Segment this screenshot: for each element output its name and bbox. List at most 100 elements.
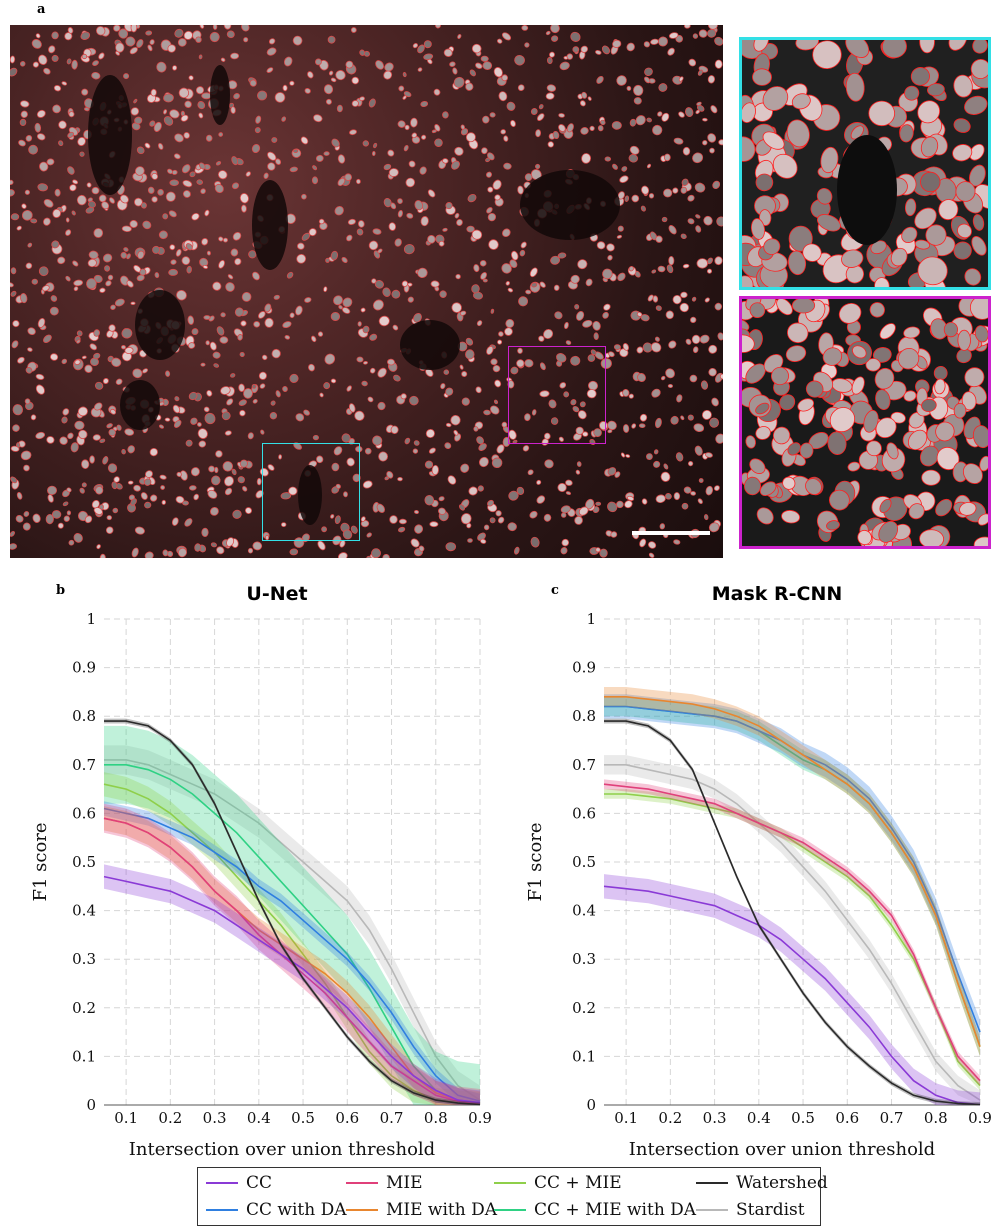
cell-nucleus [667, 47, 675, 56]
cell-nucleus [935, 421, 955, 442]
cell-nucleus [779, 394, 796, 411]
cell-nucleus [251, 384, 257, 389]
cell-nucleus [197, 101, 206, 110]
cell-nucleus [524, 173, 533, 181]
cell-nucleus [653, 460, 661, 468]
cell-nucleus [149, 39, 155, 45]
cell-nucleus [710, 105, 718, 114]
cell-nucleus [355, 178, 361, 185]
cell-nucleus [685, 107, 694, 118]
cell-nucleus [602, 311, 609, 319]
cell-nucleus [401, 280, 409, 287]
cell-nucleus [307, 71, 314, 79]
cell-nucleus [350, 27, 357, 33]
x-tick-label: 0.7 [380, 1109, 404, 1127]
cell-nucleus [497, 38, 503, 44]
cell-nucleus [177, 38, 187, 47]
cell-nucleus [531, 282, 538, 288]
cell-nucleus [58, 140, 64, 147]
cell-nucleus [247, 547, 254, 554]
cell-nucleus [420, 216, 429, 227]
cell-nucleus [563, 321, 569, 330]
cell-nucleus [151, 172, 159, 180]
cell-nucleus [890, 411, 906, 424]
cell-nucleus [457, 34, 462, 39]
cell-nucleus [920, 136, 939, 158]
cell-nucleus [694, 182, 706, 193]
cell-nucleus [405, 177, 416, 188]
cell-nucleus [705, 485, 714, 496]
cell-nucleus [908, 503, 925, 520]
cell-nucleus [130, 498, 137, 506]
cell-nucleus [614, 471, 621, 478]
cell-nucleus [357, 321, 362, 327]
cell-nucleus [507, 287, 514, 293]
cell-nucleus [342, 297, 353, 308]
cell-nucleus [953, 241, 972, 260]
cell-nucleus [438, 240, 445, 247]
cell-nucleus [755, 402, 770, 415]
cell-nucleus [40, 289, 45, 295]
lumen [135, 290, 185, 360]
cell-nucleus [206, 250, 211, 256]
cell-nucleus [616, 75, 627, 86]
inset-box-magenta [508, 346, 606, 444]
legend-item: CC + MIE [494, 1172, 622, 1194]
cell-nucleus [171, 517, 179, 526]
x-tick-label: 0.1 [614, 1109, 638, 1127]
cell-nucleus [346, 234, 353, 242]
cell-nucleus [136, 146, 145, 155]
cell-nucleus [293, 148, 299, 154]
cell-nucleus [231, 156, 239, 166]
cell-nucleus [611, 121, 622, 130]
cell-nucleus [377, 367, 387, 378]
cell-nucleus [566, 123, 574, 133]
x-tick-label: 0.2 [658, 1109, 682, 1127]
cell-nucleus [874, 277, 890, 287]
cell-nucleus [558, 436, 564, 442]
cell-nucleus [369, 367, 376, 374]
cell-nucleus [275, 390, 281, 398]
cell-nucleus [107, 274, 114, 281]
cell-nucleus [165, 370, 171, 377]
cell-nucleus [590, 349, 597, 356]
cell-nucleus [355, 445, 363, 453]
cell-nucleus [211, 475, 221, 486]
cell-nucleus [714, 302, 723, 311]
cell-nucleus [921, 398, 937, 413]
cell-nucleus [451, 302, 462, 313]
cell-nucleus [164, 417, 171, 422]
cell-nucleus [673, 492, 681, 501]
cell-nucleus [18, 139, 26, 147]
cell-nucleus [845, 40, 870, 58]
cell-nucleus [323, 382, 331, 390]
cell-nucleus [572, 46, 580, 53]
cell-nucleus [372, 299, 384, 311]
cell-nucleus [199, 25, 205, 29]
cell-nucleus [312, 165, 318, 171]
cell-nucleus [91, 186, 100, 195]
cell-nucleus [66, 510, 72, 516]
cell-nucleus [676, 394, 683, 403]
cell-nucleus [865, 358, 881, 372]
series-line-mie [603, 783, 981, 1082]
cell-nucleus [604, 156, 611, 162]
cell-nucleus [337, 552, 348, 558]
cell-nucleus [129, 46, 138, 55]
panel-label-b: b [56, 583, 66, 598]
cell-nucleus [278, 454, 283, 460]
cell-nucleus [200, 362, 206, 367]
cell-nucleus [658, 83, 668, 92]
cell-nucleus [223, 237, 228, 243]
cell-nucleus [360, 516, 366, 522]
cell-nucleus [12, 424, 20, 432]
cell-nucleus [714, 256, 723, 266]
cell-nucleus [226, 537, 235, 547]
cell-nucleus [816, 188, 833, 205]
cell-nucleus [687, 194, 695, 202]
cell-nucleus [364, 447, 372, 455]
cell-nucleus [323, 151, 330, 156]
cell-nucleus [570, 274, 580, 284]
cell-nucleus [557, 482, 567, 493]
cell-nucleus [93, 352, 101, 360]
